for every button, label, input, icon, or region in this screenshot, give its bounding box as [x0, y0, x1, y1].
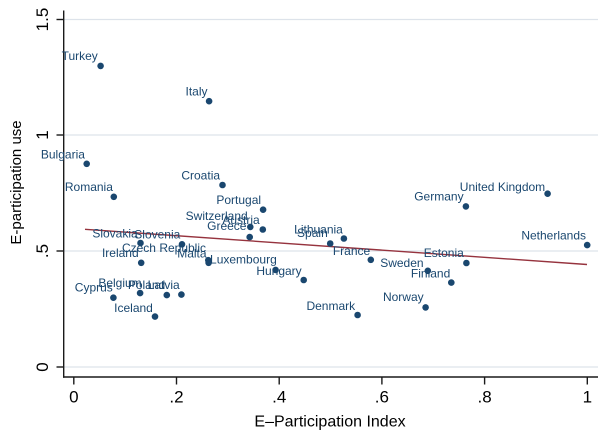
svg-text:Portugal: Portugal	[216, 193, 261, 207]
svg-text:0: 0	[33, 362, 52, 371]
svg-text:.6: .6	[375, 388, 389, 407]
svg-text:.5: .5	[33, 244, 52, 258]
svg-text:Greece: Greece	[207, 219, 247, 233]
svg-text:Malta: Malta	[177, 247, 207, 261]
svg-text:1: 1	[33, 130, 52, 139]
svg-text:Czech Republic: Czech Republic	[122, 241, 206, 255]
svg-text:Luxembourg: Luxembourg	[210, 253, 277, 267]
svg-text:Norway: Norway	[383, 290, 424, 304]
svg-text:Romania: Romania	[65, 180, 113, 194]
svg-text:E–Participation Index: E–Participation Index	[254, 414, 405, 431]
svg-text:1.5: 1.5	[33, 8, 52, 32]
svg-text:Italy: Italy	[185, 84, 207, 98]
svg-text:Croatia: Croatia	[181, 169, 220, 183]
svg-text:Belgium: Belgium	[98, 276, 141, 290]
svg-text:.8: .8	[478, 388, 492, 407]
svg-text:.2: .2	[169, 388, 183, 407]
svg-text:Spain: Spain	[297, 226, 328, 240]
svg-text:Finland: Finland	[411, 267, 450, 281]
svg-text:Germany: Germany	[414, 189, 463, 203]
svg-text:France: France	[333, 244, 371, 258]
svg-text:Netherlands: Netherlands	[521, 229, 586, 243]
svg-text:E-participation use: E-participation use	[8, 120, 25, 244]
svg-text:Poland: Poland	[128, 278, 165, 292]
svg-text:Turkey: Turkey	[62, 49, 98, 63]
svg-text:Sweden: Sweden	[380, 256, 423, 270]
svg-text:Denmark: Denmark	[306, 299, 356, 313]
svg-text:Cyprus: Cyprus	[75, 280, 113, 294]
svg-text:Latvia: Latvia	[148, 278, 180, 292]
svg-text:Iceland: Iceland	[114, 301, 153, 315]
svg-text:Ireland: Ireland	[102, 246, 139, 260]
svg-text:Slovenia: Slovenia	[134, 228, 180, 242]
svg-text:Estonia: Estonia	[424, 246, 464, 260]
svg-text:1: 1	[583, 388, 592, 407]
svg-text:.4: .4	[272, 388, 286, 407]
svg-text:United Kingdom: United Kingdom	[460, 180, 545, 194]
svg-text:0: 0	[69, 388, 78, 407]
svg-text:Hungary: Hungary	[256, 264, 301, 278]
svg-text:Switzerland: Switzerland	[186, 209, 248, 223]
svg-text:Slovakia: Slovakia	[92, 227, 138, 241]
svg-text:Lithuania: Lithuania	[294, 223, 343, 237]
svg-text:Austria: Austria	[222, 213, 260, 227]
svg-text:Bulgaria: Bulgaria	[41, 148, 85, 162]
